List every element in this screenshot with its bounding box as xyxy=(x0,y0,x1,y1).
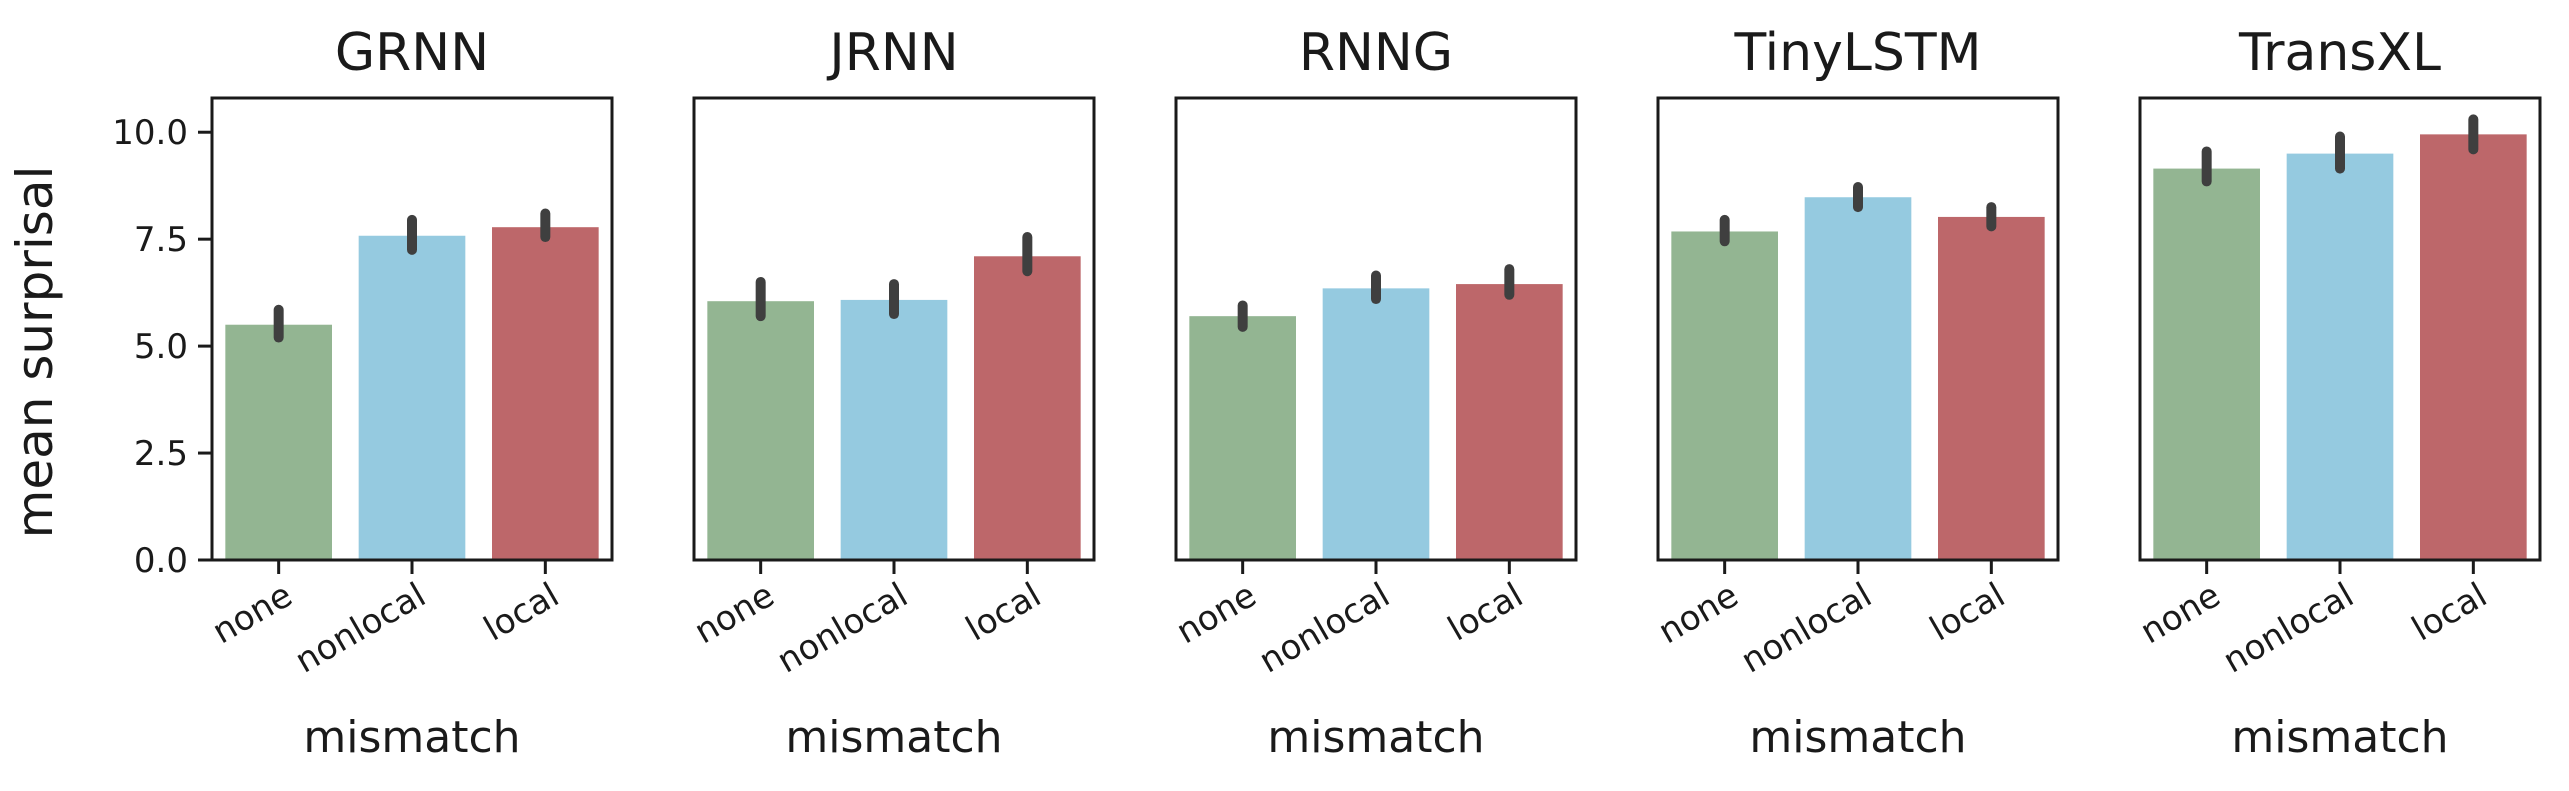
y-tick-label: 2.5 xyxy=(134,434,188,474)
x-tick-label: local xyxy=(1441,575,1530,649)
x-axis-label: mismatch xyxy=(2231,712,2448,763)
y-tick-label: 10.0 xyxy=(112,113,188,153)
bar-none xyxy=(225,324,332,560)
bar-nonlocal xyxy=(1804,197,1912,560)
panel-title: GRNN xyxy=(335,23,489,83)
bar-local xyxy=(1938,216,2045,560)
bar-none xyxy=(1671,231,1778,560)
bar-none xyxy=(2153,168,2260,561)
x-tick-label: local xyxy=(1923,575,2012,649)
bar-nonlocal xyxy=(358,235,466,560)
bar-none xyxy=(707,301,814,560)
x-tick-label: local xyxy=(477,575,566,649)
x-tick-label: none xyxy=(1652,575,1745,652)
bar-none xyxy=(1189,316,1296,560)
x-tick-label: none xyxy=(2134,575,2227,652)
y-tick-label: 7.5 xyxy=(134,220,188,260)
panel-title: JRNN xyxy=(826,23,958,83)
bar-nonlocal xyxy=(840,299,948,560)
x-axis-label: mismatch xyxy=(785,712,1002,763)
x-axis-label: mismatch xyxy=(1749,712,1966,763)
panel-title: TransXL xyxy=(2238,23,2441,83)
y-axis-label: mean surprisal xyxy=(6,166,64,539)
bar-nonlocal xyxy=(2286,153,2394,560)
x-tick-label: none xyxy=(1170,575,1263,652)
y-tick-label: 5.0 xyxy=(134,327,188,367)
panel-title: RNNG xyxy=(1299,23,1453,83)
x-axis-label: mismatch xyxy=(1267,712,1484,763)
x-tick-label: nonlocal xyxy=(289,575,433,681)
x-axis-label: mismatch xyxy=(303,712,520,763)
x-tick-label: local xyxy=(2405,575,2494,649)
x-tick-label: nonlocal xyxy=(771,575,915,681)
x-tick-label: nonlocal xyxy=(2217,575,2361,681)
x-tick-label: nonlocal xyxy=(1253,575,1397,681)
x-tick-label: none xyxy=(688,575,781,652)
bar-local xyxy=(974,256,1081,560)
bar-local xyxy=(492,227,599,560)
x-tick-label: nonlocal xyxy=(1735,575,1879,681)
bar-local xyxy=(2420,134,2527,560)
panel-title: TinyLSTM xyxy=(1734,23,1982,83)
x-tick-label: none xyxy=(206,575,299,652)
bar-local xyxy=(1456,284,1563,560)
y-tick-label: 0.0 xyxy=(134,541,188,581)
bar-nonlocal xyxy=(1322,288,1430,560)
x-tick-label: local xyxy=(959,575,1048,649)
